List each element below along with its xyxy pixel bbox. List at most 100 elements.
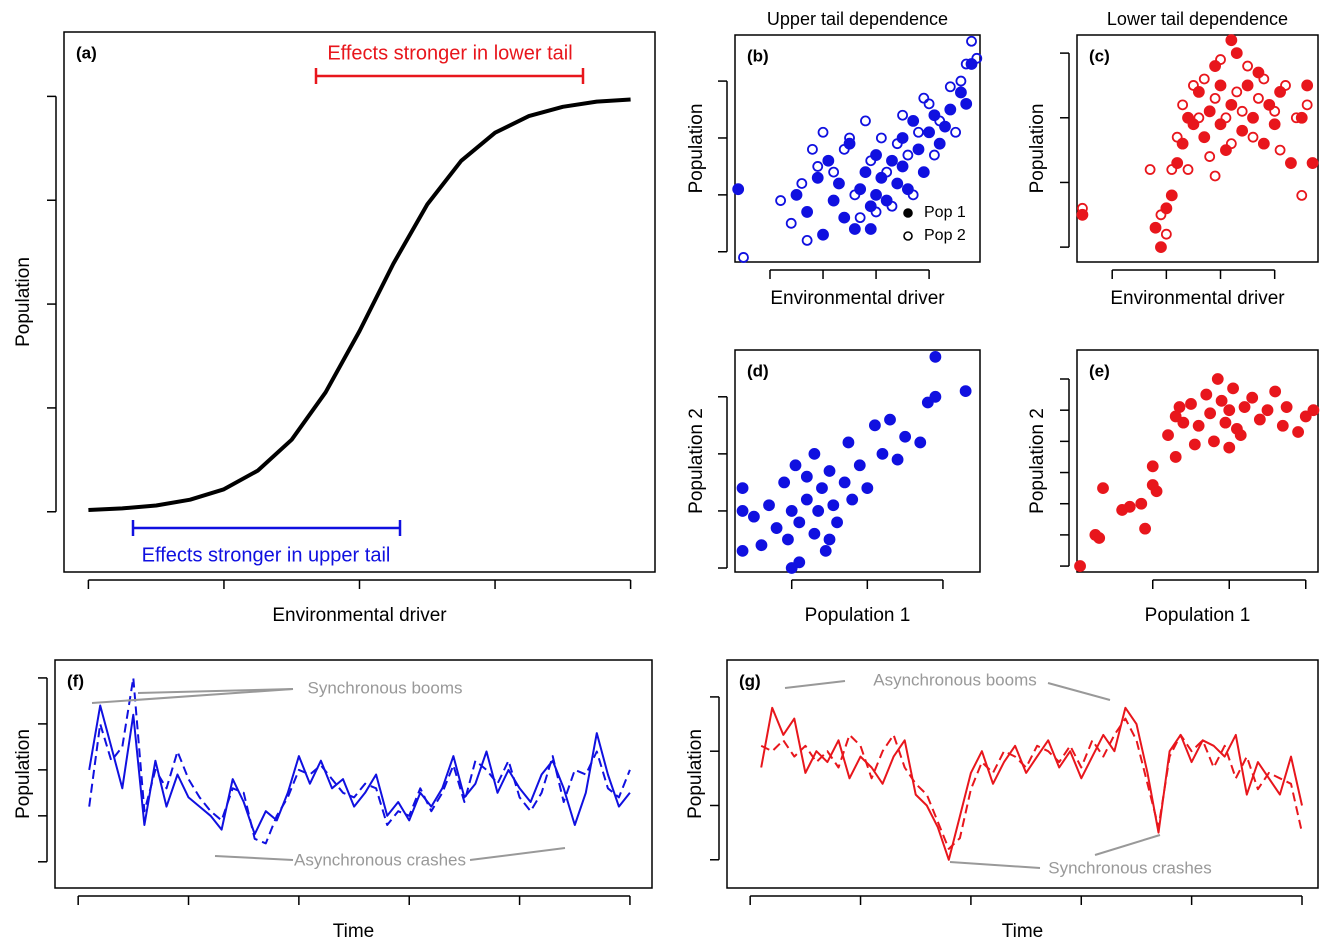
scatter-point <box>1166 164 1178 175</box>
legend-marker <box>903 208 913 218</box>
scatter-point <box>732 183 745 196</box>
scatter-point <box>846 493 859 506</box>
scatter-point <box>785 562 798 574</box>
data-line <box>760 717 1303 850</box>
scatter-point <box>1238 401 1251 413</box>
scatter-point <box>770 522 783 534</box>
scatter-point <box>736 544 749 557</box>
scatter-point <box>838 143 850 155</box>
scatter-point <box>838 476 851 489</box>
scatter-point <box>950 126 962 138</box>
scatter-point <box>939 120 951 133</box>
leader-line <box>214 855 294 861</box>
plot-frame <box>726 659 1319 889</box>
scatter-point <box>934 115 946 127</box>
x-axis-label: Environmental driver <box>1110 288 1285 309</box>
scatter-point <box>1171 157 1184 169</box>
scatter-point <box>921 396 934 409</box>
panel-label: (a) <box>76 43 97 62</box>
scatter-point <box>1242 60 1253 72</box>
leader-line <box>91 688 294 704</box>
scatter-point <box>912 143 925 156</box>
scatter-point <box>1149 221 1162 234</box>
y-axis-label: Population <box>685 729 706 819</box>
scatter-point <box>1246 391 1259 404</box>
scatter-point <box>868 419 881 432</box>
annotation: Asynchronous crashes <box>294 850 466 869</box>
scatter-point <box>823 465 836 477</box>
scatter-point <box>1208 435 1220 448</box>
scatter-point <box>902 149 914 161</box>
legend-label: Pop 1 <box>924 204 966 221</box>
leader-line <box>1047 682 1111 701</box>
scatter-point <box>966 35 977 47</box>
scatter-point <box>865 155 877 167</box>
plot-frame <box>1076 34 1319 263</box>
scatter-point <box>1193 112 1205 124</box>
scatter-point <box>789 459 802 472</box>
scatter-point <box>808 447 821 460</box>
y-axis-label: Population 2 <box>686 408 707 514</box>
scatter-point <box>1176 137 1189 150</box>
panel-label: (d) <box>747 361 769 380</box>
scatter-point <box>1247 111 1259 124</box>
scatter-point <box>859 166 872 179</box>
scatter-point <box>1185 398 1197 410</box>
scatter-point <box>896 132 909 144</box>
scatter-point <box>1299 410 1312 423</box>
scatter-point <box>801 234 813 246</box>
scatter-point <box>785 505 798 517</box>
scatter-point <box>884 413 896 426</box>
scatter-point <box>1236 124 1249 137</box>
scatter-point <box>1192 86 1205 98</box>
data-line <box>88 676 631 845</box>
scatter-point <box>917 166 930 179</box>
scatter-point <box>812 161 824 172</box>
scatter-point <box>823 533 836 546</box>
scatter-point <box>891 453 904 466</box>
scatter-point <box>901 183 914 196</box>
x-axis-label: Environmental driver <box>770 288 945 309</box>
scatter-point <box>1177 416 1190 429</box>
scatter-point <box>793 516 806 529</box>
scatter-point <box>860 115 871 127</box>
scatter-point <box>1285 157 1297 169</box>
scatter-point <box>1269 385 1282 398</box>
scatter-point <box>1236 105 1248 117</box>
scatter-point <box>913 126 924 138</box>
data-line <box>88 97 631 512</box>
legend-label: Pop 2 <box>924 227 966 244</box>
scatter-point <box>1263 98 1276 111</box>
scatter-point <box>1211 373 1224 385</box>
scatter-point <box>1203 105 1216 118</box>
leader-line <box>1094 834 1161 856</box>
scatter-point <box>817 126 829 138</box>
scatter-point <box>1139 522 1151 535</box>
scatter-point <box>1182 164 1194 175</box>
scatter-point <box>944 103 957 116</box>
scatter-point <box>864 223 877 235</box>
scatter-point <box>1258 73 1270 85</box>
scatter-point <box>1269 105 1281 117</box>
data-line <box>88 704 631 836</box>
scatter-point <box>763 499 775 512</box>
scatter-point <box>848 223 861 235</box>
scatter-point <box>736 482 749 495</box>
scatter-point <box>923 98 935 110</box>
scatter-point <box>1276 419 1289 432</box>
scatter-point <box>886 154 898 167</box>
scatter-point <box>1169 410 1182 423</box>
scatter-point <box>842 436 855 449</box>
scatter-point <box>1123 500 1136 513</box>
panel-label: (e) <box>1089 361 1110 380</box>
scatter-point <box>817 228 829 241</box>
scatter-point <box>1301 79 1314 92</box>
scatter-point <box>891 177 904 190</box>
scatter-point <box>1204 407 1217 420</box>
plot-frame <box>63 31 656 573</box>
scatter-point <box>785 217 797 229</box>
x-axis-label: Time <box>333 921 375 942</box>
annotation: Effects stronger in lower tail <box>327 42 572 64</box>
scatter-point <box>907 189 919 201</box>
scatter-point <box>1150 485 1163 498</box>
